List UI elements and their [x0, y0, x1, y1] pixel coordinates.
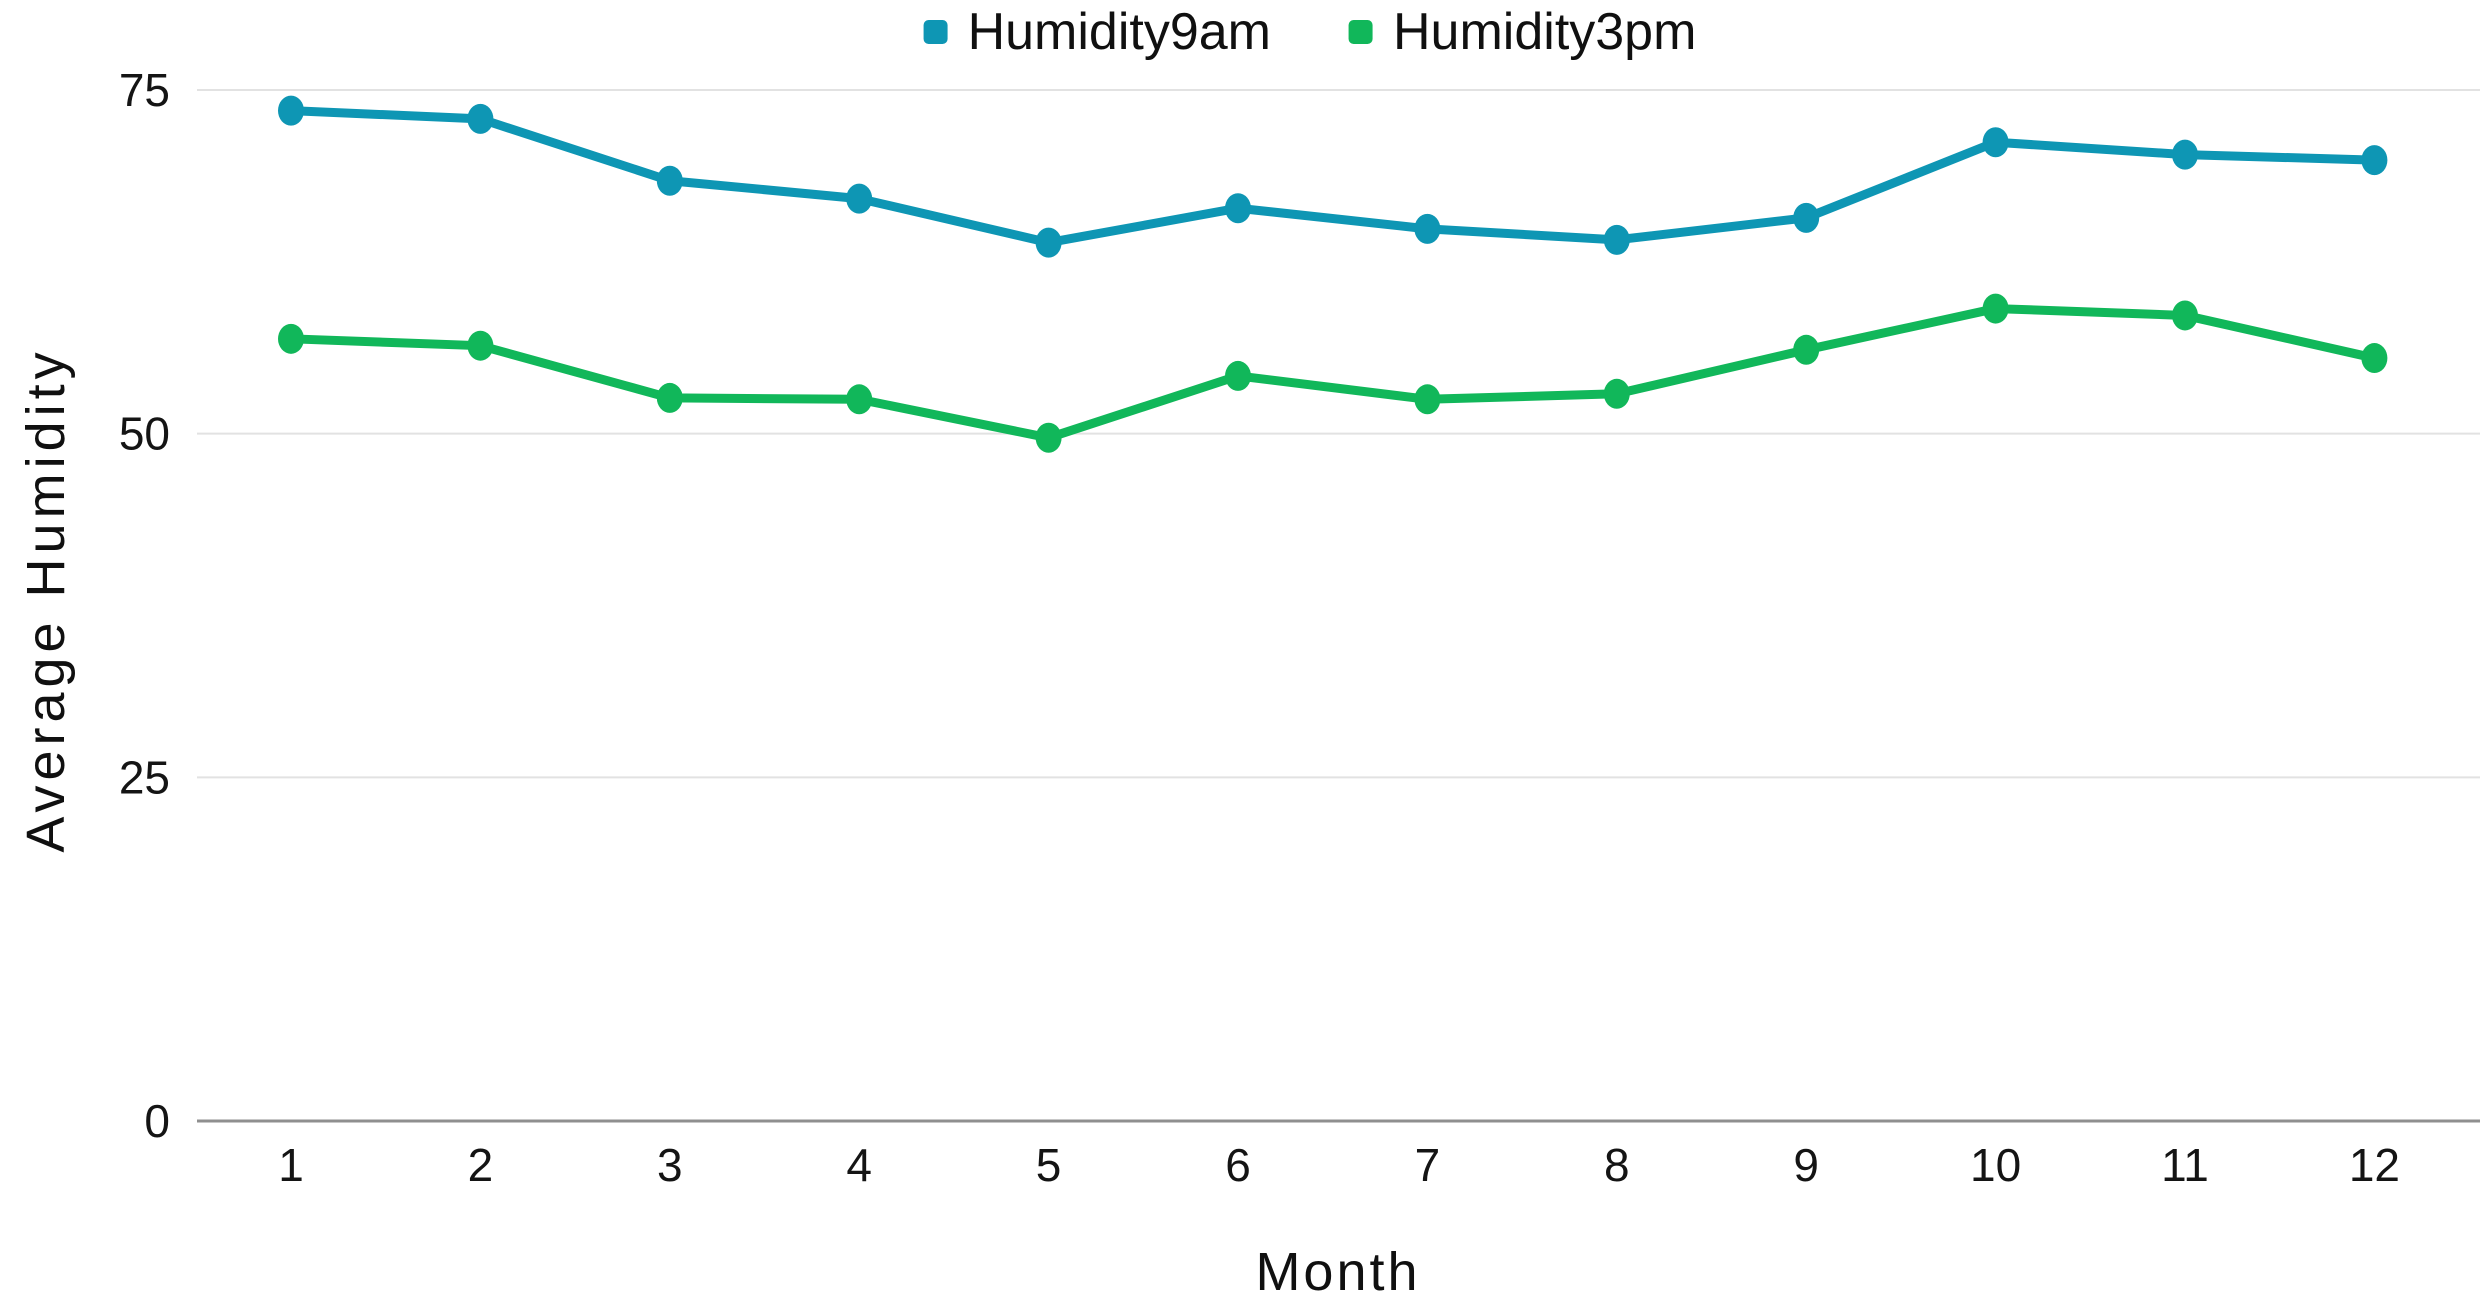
data-point-humidity3pm-month-6[interactable] — [1225, 360, 1251, 391]
data-point-humidity3pm-month-3[interactable] — [656, 382, 683, 413]
data-point-humidity3pm-month-5[interactable] — [1035, 422, 1062, 453]
data-point-humidity3pm-month-1[interactable] — [278, 323, 304, 354]
legend-swatch-humidity3pm-icon — [1349, 20, 1373, 44]
legend: Humidity9am Humidity3pm — [923, 3, 1696, 61]
data-point-humidity9am-month-5[interactable] — [1035, 227, 1062, 258]
x-tick-label-5: 5 — [1036, 1139, 1062, 1191]
x-tick-label-2: 2 — [468, 1139, 494, 1191]
legend-label-humidity3pm: Humidity3pm — [1393, 3, 1697, 61]
y-tick-label-50: 50 — [119, 408, 170, 460]
legend-swatch-humidity9am-icon — [923, 20, 948, 44]
series-line-humidity3pm — [286, 304, 2379, 443]
data-point-humidity9am-month-10[interactable] — [1982, 127, 2009, 158]
x-tick-label-1: 1 — [278, 1139, 304, 1191]
data-point-humidity9am-month-8[interactable] — [1603, 224, 1630, 255]
data-point-humidity3pm-month-9[interactable] — [1793, 334, 1820, 365]
y-tick-label-75: 75 — [119, 64, 170, 116]
x-axis-title: Month — [1255, 1242, 1421, 1302]
data-point-humidity3pm-month-11[interactable] — [2172, 300, 2198, 331]
data-point-humidity9am-month-2[interactable] — [467, 103, 494, 134]
series-line-humidity9am — [286, 106, 2379, 248]
x-tick-label-7: 7 — [1415, 1139, 1441, 1191]
legend-item-humidity3pm[interactable]: Humidity3pm — [1349, 6, 1696, 58]
data-point-humidity9am-month-7[interactable] — [1414, 213, 1441, 244]
x-tick-label-8: 8 — [1604, 1139, 1630, 1191]
x-tick-label-4: 4 — [846, 1139, 872, 1191]
data-point-humidity9am-month-3[interactable] — [656, 165, 683, 196]
data-point-humidity3pm-month-2[interactable] — [467, 330, 494, 361]
legend-label-humidity9am: Humidity9am — [967, 3, 1271, 61]
y-axis-title: Average Humidity — [16, 347, 76, 853]
data-point-humidity9am-month-9[interactable] — [1793, 202, 1820, 233]
data-point-humidity3pm-month-12[interactable] — [2361, 343, 2388, 374]
data-point-humidity9am-month-4[interactable] — [846, 183, 873, 214]
data-point-humidity3pm-month-7[interactable] — [1414, 384, 1441, 415]
data-point-humidity9am-month-6[interactable] — [1225, 193, 1251, 224]
x-tick-label-10: 10 — [1970, 1139, 2021, 1191]
data-point-humidity9am-month-11[interactable] — [2172, 139, 2198, 170]
y-tick-label-0: 0 — [144, 1095, 170, 1147]
y-tick-label-25: 25 — [119, 751, 170, 803]
data-point-humidity3pm-month-4[interactable] — [846, 384, 873, 415]
data-point-humidity3pm-month-8[interactable] — [1603, 378, 1630, 409]
x-tick-label-11: 11 — [2161, 1139, 2209, 1191]
legend-item-humidity9am[interactable]: Humidity9am — [923, 3, 1271, 61]
data-point-humidity9am-month-12[interactable] — [2361, 145, 2388, 176]
data-point-humidity9am-month-1[interactable] — [278, 95, 304, 126]
x-tick-label-9: 9 — [1793, 1139, 1819, 1191]
x-tick-label-3: 3 — [657, 1139, 683, 1191]
x-tick-label-6: 6 — [1225, 1139, 1251, 1191]
data-point-humidity3pm-month-10[interactable] — [1982, 293, 2009, 324]
x-tick-label-12: 12 — [2349, 1139, 2400, 1191]
